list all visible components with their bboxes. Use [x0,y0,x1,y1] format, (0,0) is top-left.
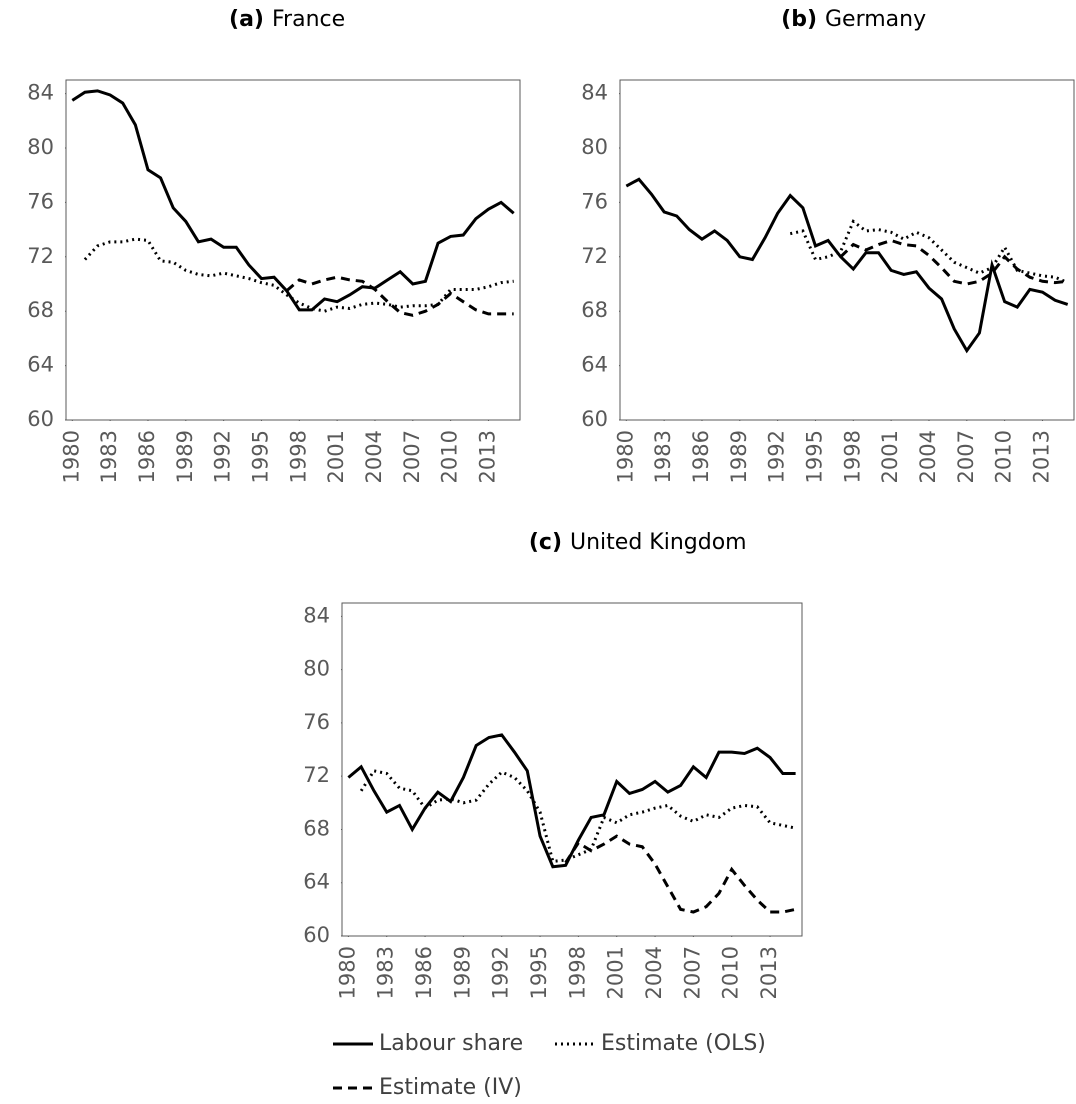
x-tick-label: 2010 [438,430,462,483]
x-tick-label: 1995 [527,946,551,999]
series-line [285,275,514,317]
x-tick-label: 2007 [680,946,704,999]
x-tick-label: 2010 [719,946,743,999]
series-line [625,177,1069,354]
y-tick-label: 72 [27,244,54,268]
panel-label: (a) [229,7,264,32]
y-tick-label: 64 [581,353,608,377]
x-tick-label: 2013 [475,430,499,483]
series-line [347,733,796,869]
y-tick-label: 72 [303,763,330,787]
x-tick-label: 1980 [335,946,359,999]
x-tick-label: 1995 [248,430,272,483]
x-tick-label: 1998 [286,430,310,483]
x-tick-label: 2001 [324,430,348,483]
y-tick-label: 72 [581,244,608,268]
plot-frame [619,79,1075,421]
y-tick-label: 84 [581,81,608,105]
panel-title: France [272,7,345,32]
y-tick-label: 76 [581,189,608,213]
x-tick-label: 2004 [916,430,940,483]
x-tick-label: 1983 [651,430,675,483]
series-line [789,219,1069,285]
x-tick-label: 1992 [489,946,513,999]
y-tick-label: 76 [303,710,330,734]
series-line [564,834,796,914]
x-tick-label: 1980 [59,430,83,483]
series-line [83,237,514,313]
plot-frame [341,602,803,937]
series-line [839,238,1068,286]
y-tick-label: 80 [27,135,54,159]
x-tick-label: 1989 [727,430,751,483]
y-tick-label: 64 [27,353,54,377]
y-tick-label: 60 [303,923,330,947]
x-tick-label: 2004 [362,430,386,483]
x-tick-label: 2007 [400,430,424,483]
panel-title: Germany [825,7,926,32]
panel-label: (c) [529,530,562,555]
x-tick-label: 1992 [765,430,789,483]
x-tick-label: 2013 [1029,430,1053,483]
x-tick-label: 1995 [802,430,826,483]
plot-frame [65,79,521,421]
y-tick-label: 60 [27,407,54,431]
x-tick-label: 1986 [689,430,713,483]
x-tick-label: 1986 [135,430,159,483]
y-tick-label: 60 [581,407,608,431]
panel-title: United Kingdom [570,530,747,555]
series-line [359,769,796,864]
y-tick-label: 84 [27,81,54,105]
y-tick-label: 68 [303,816,330,840]
x-tick-label: 2004 [642,946,666,999]
x-tick-label: 1992 [211,430,235,483]
x-tick-label: 1998 [840,430,864,483]
y-tick-label: 76 [27,189,54,213]
x-tick-label: 2001 [604,946,628,999]
x-tick-label: 1983 [97,430,121,483]
panel-label: (b) [781,7,817,32]
y-tick-label: 68 [581,298,608,322]
x-tick-label: 1980 [613,430,637,483]
x-tick-label: 1989 [173,430,197,483]
x-tick-label: 1986 [412,946,436,999]
legend-label: Estimate (IV) [379,1075,522,1100]
x-tick-label: 1989 [450,946,474,999]
legend-label: Estimate (OLS) [601,1031,766,1056]
y-tick-label: 64 [303,870,330,894]
legend-label: Labour share [379,1031,523,1056]
x-tick-label: 2007 [954,430,978,483]
x-tick-label: 2013 [757,946,781,999]
y-tick-label: 80 [303,657,330,681]
x-tick-label: 1998 [565,946,589,999]
series-line [71,89,515,312]
x-tick-label: 2010 [992,430,1016,483]
y-tick-label: 80 [581,135,608,159]
y-tick-label: 68 [27,298,54,322]
y-tick-label: 84 [303,603,330,627]
x-tick-label: 2001 [878,430,902,483]
x-tick-label: 1983 [374,946,398,999]
